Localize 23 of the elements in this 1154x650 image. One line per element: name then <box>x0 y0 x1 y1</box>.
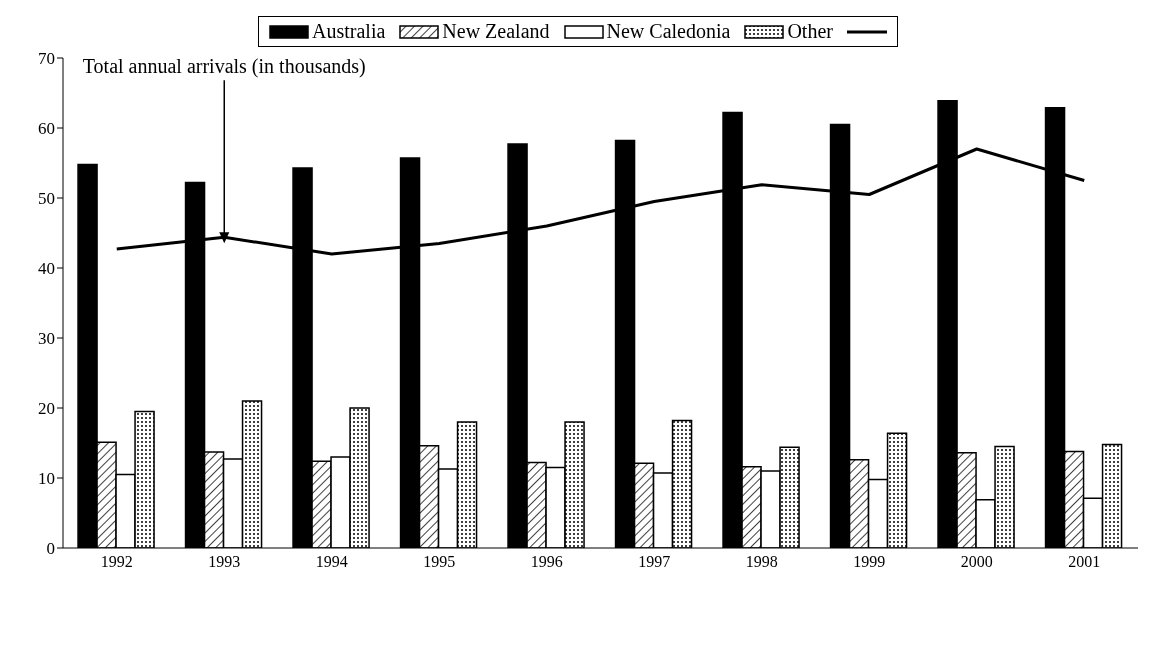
y-tick-label: 50 <box>38 189 55 209</box>
x-tick-label: 1993 <box>208 553 241 571</box>
x-tick-label: 2000 <box>960 553 993 571</box>
y-tick-label: 0 <box>46 539 55 559</box>
x-tick-label: 1994 <box>315 553 348 571</box>
x-tick-label: 2001 <box>1068 553 1101 571</box>
x-tick-label: 1999 <box>853 553 886 571</box>
x-tick-label: 1996 <box>530 553 563 571</box>
legend-label: New Caledonia <box>606 20 731 43</box>
y-tick-label: 20 <box>38 399 55 419</box>
y-tick-label: 60 <box>38 119 55 139</box>
y-tick-label: 10 <box>38 469 55 489</box>
x-tick-label: 1992 <box>100 553 133 571</box>
legend-label: Other <box>787 20 833 43</box>
legend-label: New Zealand <box>442 20 550 43</box>
x-tick-label: 1995 <box>423 553 456 571</box>
x-tick-label: 1997 <box>638 553 671 571</box>
annotation: Total annual arrivals (in thousands) <box>82 55 366 79</box>
legend-label: Australia <box>312 20 386 43</box>
y-tick-label: 30 <box>38 329 55 349</box>
y-tick-label: 70 <box>38 49 55 69</box>
x-tick-label: 1998 <box>745 553 778 571</box>
y-tick-label: 40 <box>38 259 55 279</box>
